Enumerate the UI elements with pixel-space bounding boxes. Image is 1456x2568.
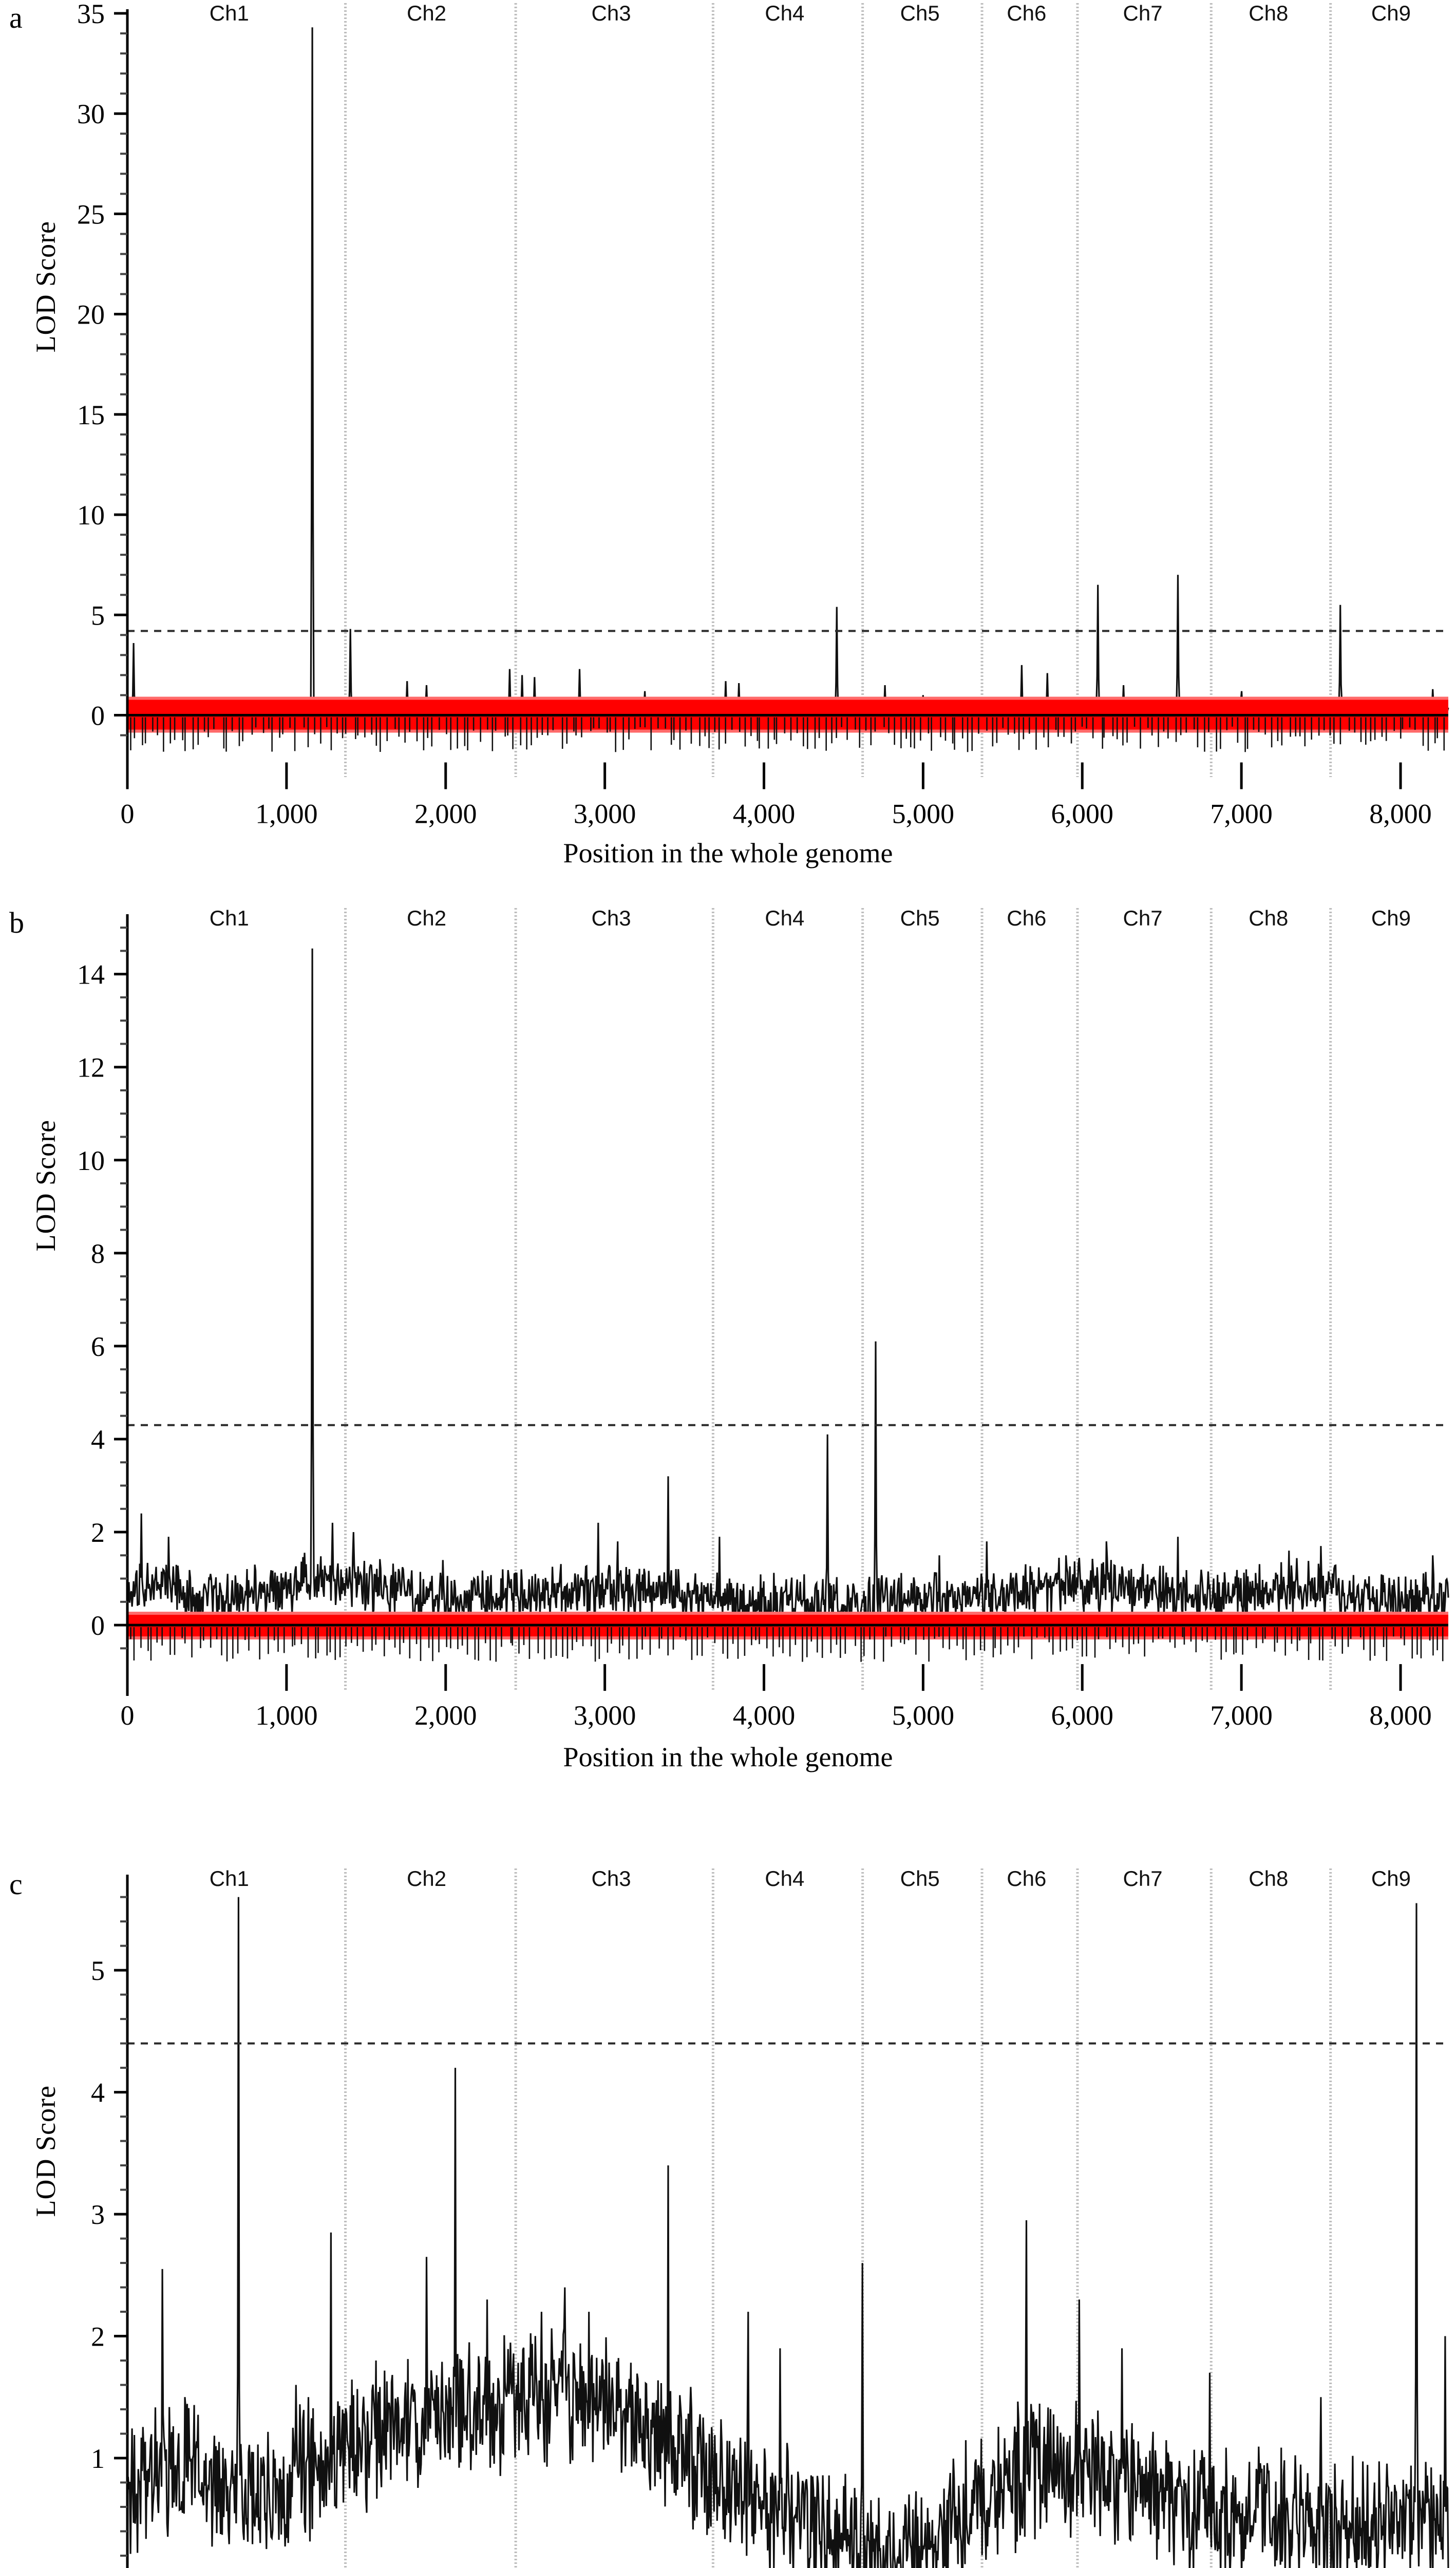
y-axis-tick-label: 0	[91, 2565, 105, 2568]
y-axis-tick-label: 10	[77, 500, 105, 531]
y-axis-tick-label: 4	[91, 1424, 105, 1455]
chromosome-label: Ch7	[1123, 1866, 1163, 1891]
y-axis-tick-label: 10	[77, 1145, 105, 1176]
y-axis-tick-label: 5	[91, 1955, 105, 1986]
chromosome-label: Ch2	[407, 1866, 446, 1891]
chromosome-label: Ch3	[592, 906, 631, 930]
y-axis-tick-label: 8	[91, 1238, 105, 1269]
chromosome-label: Ch4	[765, 906, 804, 930]
y-axis-tick-label: 0	[91, 701, 105, 731]
y-axis-tick-label: 25	[77, 199, 105, 230]
panel-b-x-axis-label: Position in the whole genome	[563, 1742, 893, 1772]
chromosome-label: Ch7	[1123, 906, 1163, 930]
panel-a-x-axis-label: Position in the whole genome	[563, 838, 893, 868]
chromosome-label: Ch4	[765, 1, 804, 25]
panel-b: b LOD Score Ch1 Ch2 Ch3 Ch4 Ch5 Ch6 Ch7 Ch8 Ch9 0…	[0, 894, 1456, 1798]
x-axis-tick-label: 7,000	[1210, 799, 1273, 829]
lod-trace	[126, 27, 1449, 719]
chromosome-label: Ch6	[1007, 1, 1046, 25]
y-axis-tick-label: 3	[91, 2199, 105, 2230]
panel-letter-a: a	[9, 1, 23, 34]
chromosome-label: Ch9	[1371, 906, 1411, 930]
lod-trace	[126, 1897, 1449, 2568]
y-axis-tick-label: 35	[77, 0, 105, 29]
y-axis-tick-label: 1	[91, 2443, 105, 2474]
chromosome-label: Ch8	[1249, 906, 1288, 930]
chromosome-label: Ch6	[1007, 906, 1046, 930]
x-axis-tick-label: 0	[121, 799, 135, 829]
x-axis-tick-label: 3,000	[574, 1700, 636, 1731]
panel-a: a LOD Score Ch1 Ch2 Ch3 Ch4 Ch5 Ch6 Ch7 Ch8 Ch9 0…	[0, 0, 1456, 894]
chromosome-label: Ch4	[765, 1866, 804, 1891]
y-axis-tick-label: 20	[77, 299, 105, 330]
panel-letter-c: c	[9, 1867, 23, 1901]
y-axis-tick-label: 6	[91, 1331, 105, 1362]
x-axis-tick-label: 4,000	[733, 1700, 796, 1731]
y-axis-tick-label: 2	[91, 1517, 105, 1548]
y-axis-tick-label: 5	[91, 600, 105, 631]
panel-b-y-axis-label: LOD Score	[30, 1120, 61, 1252]
x-axis-tick-label: 4,000	[733, 799, 796, 829]
chromosome-label: Ch7	[1123, 1, 1163, 25]
chromosome-label: Ch6	[1007, 1866, 1046, 1891]
chromosome-label: Ch1	[210, 1866, 249, 1891]
x-axis-tick-label: 2,000	[414, 799, 477, 829]
panel-letter-b: b	[9, 906, 24, 939]
y-axis-tick-label: 14	[77, 959, 105, 990]
chromosome-label: Ch3	[592, 1866, 631, 1891]
x-axis-tick-label: 0	[121, 1700, 135, 1731]
chromosome-label: Ch9	[1371, 1866, 1411, 1891]
chromosome-label: Ch5	[900, 1866, 940, 1891]
y-axis-tick-label: 0	[91, 1610, 105, 1641]
x-axis-tick-label: 1,000	[255, 799, 318, 829]
x-axis-tick-label: 5,000	[892, 1700, 955, 1731]
panel-c-plot: Ch1Ch2Ch3Ch4Ch5Ch6Ch7Ch8Ch901234501,0002…	[91, 1866, 1449, 2568]
panel-b-plot: Ch1 Ch2 Ch3 Ch4 Ch5 Ch6 Ch7 Ch8 Ch9 0 2 4 6 8 10 12 14 0 1…	[77, 906, 1449, 1731]
chromosome-label: Ch3	[592, 1, 631, 25]
chromosome-label: Ch8	[1249, 1866, 1288, 1891]
chromosome-label: Ch5	[900, 1, 940, 25]
x-axis-tick-label: 6,000	[1051, 1700, 1114, 1731]
chromosome-label: Ch9	[1371, 1, 1411, 25]
chromosome-label: Ch1	[210, 906, 249, 930]
x-axis-tick-label: 3,000	[574, 799, 636, 829]
x-axis-tick-label: 7,000	[1210, 1700, 1273, 1731]
chromosome-label: Ch8	[1249, 1, 1288, 25]
x-axis-tick-label: 5,000	[892, 799, 955, 829]
chromosome-label: Ch2	[407, 1, 446, 25]
x-axis-tick-label: 6,000	[1051, 799, 1114, 829]
panel-c: c LOD Score Ch1 Ch2 Ch3 Ch4 Ch5 Ch6 Ch7 Ch8 Ch9 0…	[0, 1798, 1456, 2568]
x-axis-tick-label: 2,000	[414, 1700, 477, 1731]
panel-c-y-axis-label: LOD Score	[30, 2085, 61, 2217]
y-axis-tick-label: 30	[77, 99, 105, 129]
x-axis-tick-label: 1,000	[255, 1700, 318, 1731]
panel-a-y-axis-label: LOD Score	[30, 221, 61, 353]
lod-trace	[126, 948, 1449, 1627]
y-axis-tick-label: 12	[77, 1052, 105, 1083]
chromosome-label: Ch5	[900, 906, 940, 930]
y-axis-tick-label: 15	[77, 400, 105, 430]
x-axis-tick-label: 8,000	[1369, 1700, 1432, 1731]
y-axis-tick-label: 4	[91, 2078, 105, 2108]
panel-a-plot: Ch1 Ch2 Ch3 Ch4 Ch5 Ch6 Ch7 Ch8 Ch9 0 5 10 15 20 25 30 3…	[77, 0, 1449, 829]
y-axis-tick-label: 2	[91, 2321, 105, 2352]
chromosome-label: Ch1	[210, 1, 249, 25]
x-axis-tick-label: 8,000	[1369, 799, 1432, 829]
chromosome-label: Ch2	[407, 906, 446, 930]
